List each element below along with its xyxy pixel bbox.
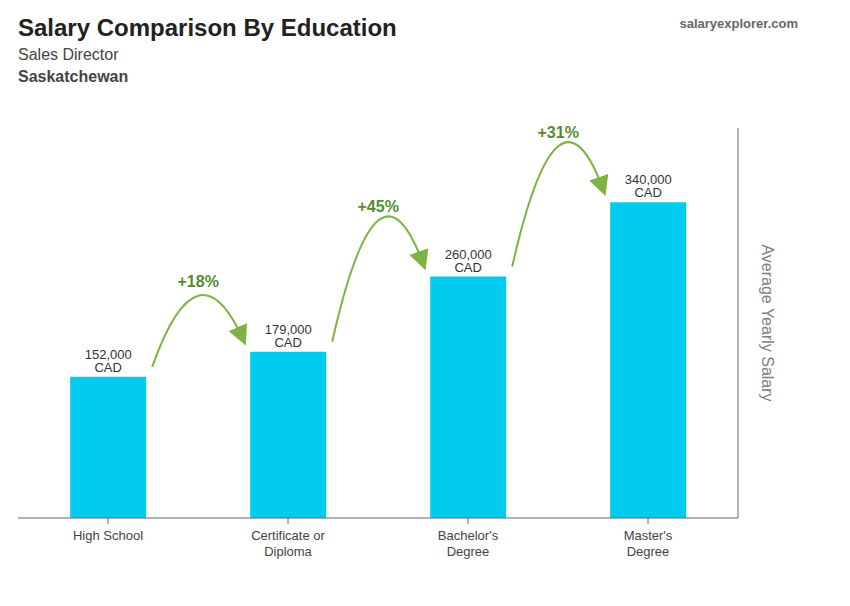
svg-text:High School: High School [73, 528, 143, 543]
svg-text:340,000CAD: 340,000CAD [625, 172, 672, 200]
svg-text:Master'sDegree: Master'sDegree [624, 528, 673, 559]
svg-text:Certificate orDiploma: Certificate orDiploma [251, 528, 325, 559]
svg-text:Bachelor'sDegree: Bachelor'sDegree [438, 528, 499, 559]
svg-text:+45%: +45% [358, 198, 399, 215]
svg-text:260,000CAD: 260,000CAD [445, 247, 492, 275]
svg-text:179,000CAD: 179,000CAD [265, 322, 312, 350]
html-text:salaryexplorer.com: salaryexplorer.com [679, 16, 798, 31]
html-text:Sales Director: Sales Director [18, 46, 119, 63]
svg-text:Average Yearly Salary: Average Yearly Salary [759, 244, 776, 401]
html-text:Salary Comparison By Education: Salary Comparison By Education [18, 14, 397, 41]
svg-text:152,000CAD: 152,000CAD [85, 347, 132, 375]
html-text:Saskatchewan: Saskatchewan [18, 68, 129, 85]
svg-text:+18%: +18% [178, 273, 219, 290]
svg-text:+31%: +31% [538, 124, 579, 141]
